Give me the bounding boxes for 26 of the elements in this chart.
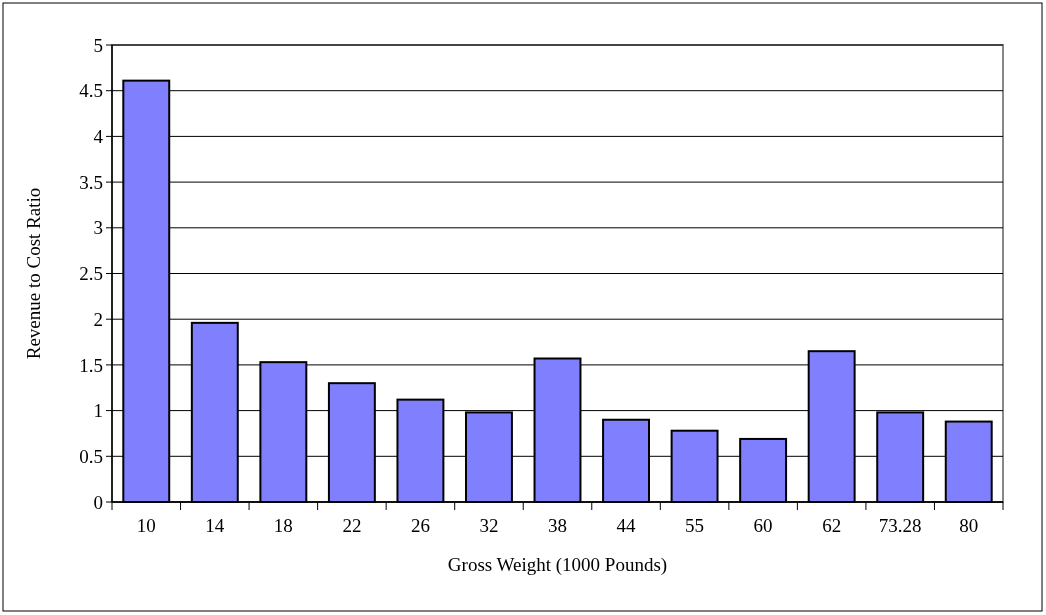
x-tick-label: 80 <box>959 515 979 536</box>
x-tick-label: 38 <box>548 515 567 536</box>
y-tick-label: 4 <box>93 126 104 148</box>
x-tick-label: 32 <box>479 515 499 536</box>
y-tick-label: 4.5 <box>79 80 103 102</box>
x-tick-label: 62 <box>822 515 842 536</box>
y-tick-label: 2.5 <box>79 263 103 285</box>
y-tick-label: 5 <box>93 34 103 56</box>
y-tick-label: 3.5 <box>79 171 103 193</box>
x-tick-label: 60 <box>753 515 773 536</box>
y-tick-label: 0 <box>93 491 103 513</box>
x-axis-title: Gross Weight (1000 Pounds) <box>447 554 668 576</box>
y-axis-title: Revenue to Cost Ratio <box>23 187 44 360</box>
x-tick-label: 14 <box>205 515 225 536</box>
x-tick-label: 44 <box>616 515 637 536</box>
y-tick-label: 0.5 <box>79 445 103 467</box>
x-tick-label: 73.28 <box>878 515 922 536</box>
x-tick-label: 55 <box>685 515 705 536</box>
x-tick-label: 26 <box>410 515 430 536</box>
x-tick-label: 10 <box>136 515 156 536</box>
x-tick-label: 18 <box>273 515 293 536</box>
y-tick-label: 1.5 <box>79 354 103 376</box>
x-tick-label: 22 <box>342 515 362 536</box>
y-tick-label: 1 <box>93 400 103 422</box>
y-tick-label: 2 <box>93 308 103 330</box>
y-tick-label: 3 <box>93 217 103 239</box>
